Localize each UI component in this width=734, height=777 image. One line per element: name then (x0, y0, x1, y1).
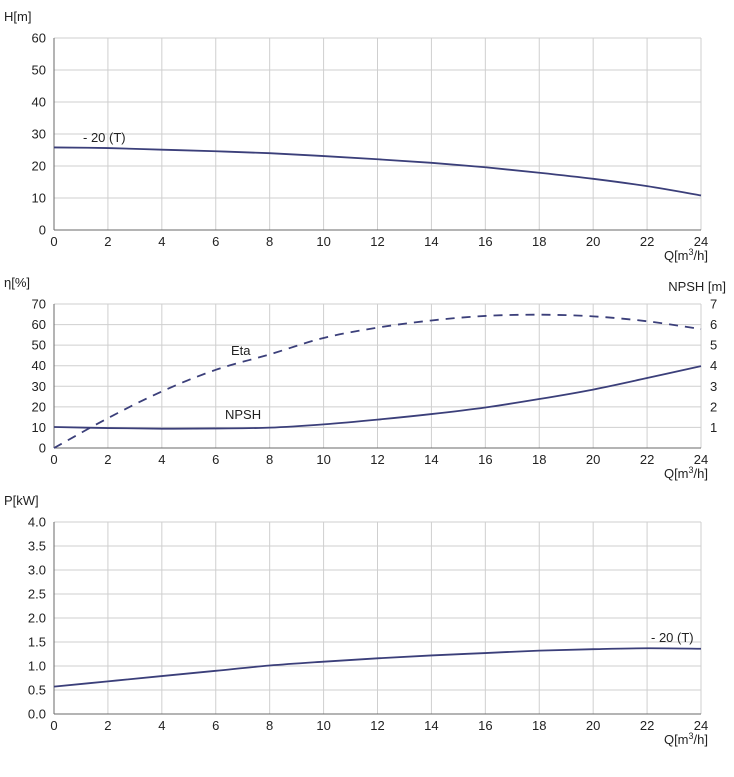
y-tick-label: 2.0 (28, 611, 46, 626)
x-tick-label: 10 (316, 452, 330, 467)
x-tick-label: 2 (104, 718, 111, 733)
x-tick-label: 18 (532, 234, 546, 249)
y-tick-label: 0.5 (28, 683, 46, 698)
x-tick-label: 12 (370, 452, 384, 467)
series-label: - 20 (T) (83, 130, 126, 145)
x-axis-label: Q[m3/h] (664, 247, 708, 263)
x-tick-label: 8 (266, 718, 273, 733)
y-right-tick-label: 3 (710, 379, 717, 394)
x-tick-label: 18 (532, 452, 546, 467)
x-tick-label: 14 (424, 452, 438, 467)
x-axis-label: Q[m3/h] (664, 465, 708, 481)
y-tick-label: 20 (32, 159, 46, 174)
x-tick-label: 16 (478, 718, 492, 733)
x-tick-label: 10 (316, 234, 330, 249)
y-tick-label: 50 (32, 338, 46, 353)
x-tick-label: 12 (370, 234, 384, 249)
series-line-20-t (53, 647, 702, 688)
y-right-axis-label: NPSH [m] (668, 279, 726, 294)
y-tick-label: 60 (32, 31, 46, 46)
y-tick-label: 2.5 (28, 587, 46, 602)
chart-panel-3: 0.00.51.01.52.02.53.03.54.00 2 4 6 8 10 12 14 16… (4, 493, 708, 747)
x-tick-label: 20 (586, 234, 600, 249)
y-tick-label: 30 (32, 379, 46, 394)
x-tick-label: 0 (50, 718, 57, 733)
y-tick-label: 40 (32, 358, 46, 373)
x-tick-label: 8 (266, 452, 273, 467)
y-tick-label: 4.0 (28, 515, 46, 530)
series-line-20-t (53, 146, 702, 197)
x-tick-label: 24 (694, 718, 708, 733)
y-right-tick-label: 1 (710, 420, 717, 435)
y-tick-label: 3.5 (28, 539, 46, 554)
y-right-tick-label: 6 (710, 317, 717, 332)
y-tick-label: 50 (32, 63, 46, 78)
y-tick-label: 60 (32, 317, 46, 332)
y-tick-label: 0.0 (28, 707, 46, 722)
x-tick-label: 8 (266, 234, 273, 249)
y-tick-label: 10 (32, 420, 46, 435)
x-tick-label: 16 (478, 452, 492, 467)
x-tick-label: 22 (640, 234, 654, 249)
y-axis-label: P[kW] (4, 493, 39, 508)
x-tick-label: 10 (316, 718, 330, 733)
x-tick-label: 4 (158, 452, 165, 467)
y-right-tick-label: 4 (710, 358, 717, 373)
y-axis-label: η[%] (4, 275, 30, 290)
x-tick-label: 6 (212, 718, 219, 733)
x-tick-label: 20 (586, 452, 600, 467)
x-tick-label: 0 (50, 452, 57, 467)
y-axis-label: H[m] (4, 9, 31, 24)
y-tick-label: 20 (32, 399, 46, 414)
x-tick-label: 2 (104, 452, 111, 467)
x-tick-label: 20 (586, 718, 600, 733)
x-tick-label: 22 (640, 718, 654, 733)
y-tick-label: 3.0 (28, 563, 46, 578)
y-tick-label: 70 (32, 297, 46, 312)
y-tick-label: 10 (32, 191, 46, 206)
x-tick-label: 4 (158, 234, 165, 249)
x-tick-label: 12 (370, 718, 384, 733)
y-tick-label: 1.0 (28, 659, 46, 674)
x-tick-label: 0 (50, 234, 57, 249)
series-label: Eta (231, 343, 251, 358)
y-right-tick-label: 2 (710, 399, 717, 414)
y-tick-label: 0 (39, 223, 46, 238)
y-tick-label: 30 (32, 127, 46, 142)
series-label: - 20 (T) (651, 630, 694, 645)
y-right-tick-label: 5 (710, 338, 717, 353)
y-right-tick-label: 7 (710, 297, 717, 312)
x-tick-label: 18 (532, 718, 546, 733)
x-tick-label: 6 (212, 452, 219, 467)
x-tick-label: 2 (104, 234, 111, 249)
x-tick-label: 24 (694, 234, 708, 249)
y-tick-label: 40 (32, 95, 46, 110)
series-line-eta (53, 313, 702, 449)
x-tick-label: 14 (424, 234, 438, 249)
y-tick-label: 1.5 (28, 635, 46, 650)
x-tick-label: 16 (478, 234, 492, 249)
series-line-npsh (53, 365, 702, 430)
x-tick-label: 14 (424, 718, 438, 733)
x-tick-label: 24 (694, 452, 708, 467)
series-label: NPSH (225, 407, 261, 422)
x-tick-label: 22 (640, 452, 654, 467)
x-tick-label: 4 (158, 718, 165, 733)
y-tick-label: 0 (39, 441, 46, 456)
x-tick-label: 6 (212, 234, 219, 249)
x-axis-label: Q[m3/h] (664, 731, 708, 747)
